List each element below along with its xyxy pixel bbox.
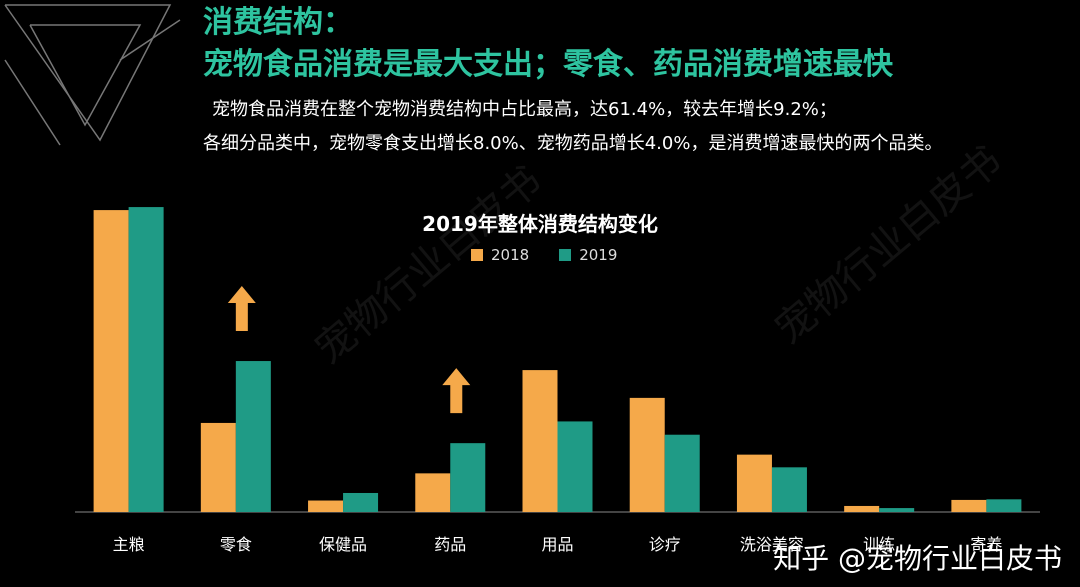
x-tick-label: 训练 xyxy=(863,535,895,554)
x-tick-label: 诊疗 xyxy=(649,535,681,554)
chart-legend: 2018 2019 xyxy=(471,246,617,264)
description-line-1: 宠物食品消费在整个宠物消费结构中占比最高，达61.4%，较去年增长9.2%； xyxy=(212,99,837,120)
legend-swatch-2018 xyxy=(471,249,483,261)
x-tick-label: 寄养 xyxy=(970,535,1002,554)
bar-2018 xyxy=(93,210,129,512)
bar-2018 xyxy=(200,422,236,512)
bar-2018 xyxy=(308,500,344,512)
bar-2019 xyxy=(128,207,164,513)
bar-2019 xyxy=(557,421,593,512)
bar-2018 xyxy=(844,505,880,512)
brand-logo-icon xyxy=(4,4,181,146)
bar-2018 xyxy=(522,370,558,512)
bar-2019 xyxy=(986,499,1022,512)
growth-arrow-icon xyxy=(227,286,256,332)
legend-swatch-2019 xyxy=(559,249,572,261)
bar-2019 xyxy=(771,467,807,512)
legend-label-2019: 2019 xyxy=(579,246,618,264)
legend-item-2019: 2019 xyxy=(559,246,617,264)
bar-2019 xyxy=(664,434,700,512)
x-tick-label: 保健品 xyxy=(319,535,367,554)
source-credit: 知乎 @宠物行业白皮书 xyxy=(773,542,1062,575)
growth-arrow-icon xyxy=(442,368,471,414)
page-title: 消费结构： xyxy=(203,5,353,40)
bar-2018 xyxy=(736,454,772,512)
bar-2019 xyxy=(343,492,379,512)
x-tick-label: 用品 xyxy=(541,535,573,554)
page-subtitle: 宠物食品消费是最大支出；零食、药品消费增速最快 xyxy=(203,47,893,82)
legend-item-2018: 2018 xyxy=(471,246,529,264)
x-tick-label: 洗浴美容 xyxy=(740,535,804,554)
description-line-2: 各细分品类中，宠物零食支出增长8.0%、宠物药品增长4.0%，是消费增速最快的两… xyxy=(203,133,943,154)
legend-label-2018: 2018 xyxy=(491,246,530,264)
bar-2018 xyxy=(415,473,451,512)
x-tick-label: 零食 xyxy=(220,535,252,554)
chart-title: 2019年整体消费结构变化 xyxy=(422,212,658,236)
bar-2019 xyxy=(879,508,915,512)
bar-2018 xyxy=(951,499,987,512)
bar-2019 xyxy=(235,361,271,512)
bar-2019 xyxy=(450,443,486,512)
x-tick-label: 药品 xyxy=(434,535,466,554)
x-tick-label: 主粮 xyxy=(113,535,145,554)
bar-2018 xyxy=(629,397,665,512)
